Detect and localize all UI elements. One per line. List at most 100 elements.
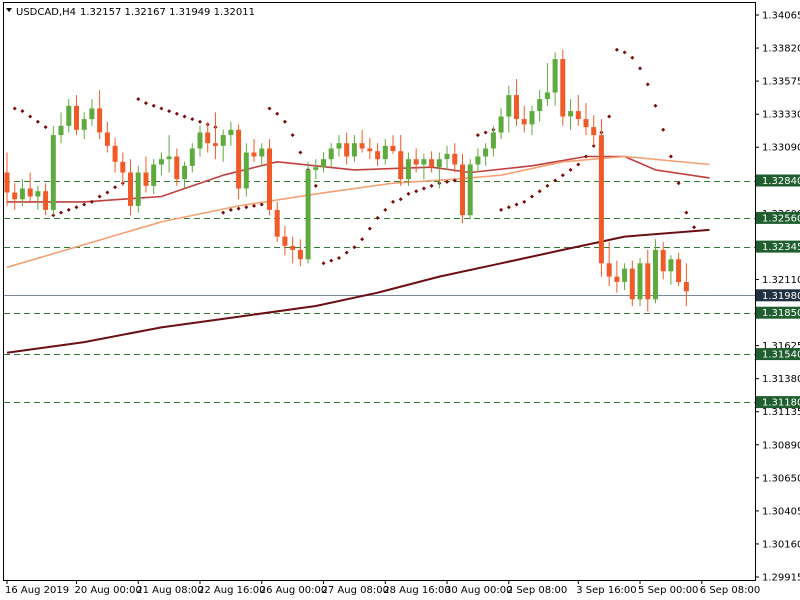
candle[interactable] bbox=[606, 241, 612, 286]
candle[interactable] bbox=[297, 239, 303, 266]
candle[interactable] bbox=[290, 236, 296, 264]
candle[interactable] bbox=[537, 89, 543, 122]
candle[interactable] bbox=[97, 89, 103, 140]
candle[interactable] bbox=[375, 143, 381, 166]
candle[interactable] bbox=[413, 148, 419, 173]
candle[interactable] bbox=[143, 156, 149, 193]
candle[interactable] bbox=[336, 135, 342, 157]
candle[interactable] bbox=[382, 139, 388, 165]
candle[interactable] bbox=[189, 143, 195, 173]
candle[interactable] bbox=[128, 159, 133, 216]
candle[interactable] bbox=[598, 119, 604, 277]
candle[interactable] bbox=[344, 132, 350, 165]
candle[interactable] bbox=[274, 201, 280, 242]
candle[interactable] bbox=[398, 135, 404, 186]
candle[interactable] bbox=[66, 99, 72, 133]
candle[interactable] bbox=[614, 260, 620, 293]
candle[interactable] bbox=[390, 135, 396, 154]
candle[interactable] bbox=[267, 139, 272, 216]
candle[interactable] bbox=[166, 135, 172, 173]
candle[interactable] bbox=[212, 112, 218, 160]
candle[interactable] bbox=[591, 115, 597, 146]
candle[interactable] bbox=[460, 153, 465, 224]
candle[interactable] bbox=[228, 121, 234, 146]
candle[interactable] bbox=[321, 152, 326, 173]
candle[interactable] bbox=[490, 125, 496, 157]
candle[interactable] bbox=[182, 161, 188, 189]
candle[interactable] bbox=[498, 108, 504, 140]
candle[interactable] bbox=[197, 125, 203, 157]
candle[interactable] bbox=[452, 143, 458, 173]
candle[interactable] bbox=[251, 139, 257, 162]
candle[interactable] bbox=[220, 129, 226, 162]
candle[interactable] bbox=[81, 112, 87, 140]
candle[interactable] bbox=[158, 152, 164, 176]
candle[interactable] bbox=[436, 152, 442, 189]
candle[interactable] bbox=[653, 239, 658, 304]
candle[interactable] bbox=[529, 105, 535, 136]
candle[interactable] bbox=[552, 52, 558, 106]
candle[interactable] bbox=[660, 241, 666, 280]
level-tag-1[interactable]: 1.32560 bbox=[756, 211, 800, 225]
candle[interactable] bbox=[475, 148, 481, 173]
candle[interactable] bbox=[405, 152, 411, 186]
candle[interactable] bbox=[629, 260, 635, 306]
candle[interactable] bbox=[351, 135, 357, 162]
candle[interactable] bbox=[367, 137, 373, 160]
candle[interactable] bbox=[575, 95, 581, 126]
candle[interactable] bbox=[74, 95, 79, 136]
candle[interactable] bbox=[421, 153, 427, 180]
candle[interactable] bbox=[328, 143, 334, 168]
candle[interactable] bbox=[313, 159, 319, 180]
level-tag-2[interactable]: 1.32345 bbox=[756, 240, 800, 254]
candle[interactable] bbox=[12, 183, 18, 210]
level-tag-4[interactable]: 1.31540 bbox=[756, 348, 800, 361]
candle[interactable] bbox=[622, 263, 628, 290]
candle[interactable] bbox=[89, 99, 95, 126]
candle[interactable] bbox=[50, 125, 56, 216]
candle[interactable] bbox=[467, 159, 473, 220]
candle[interactable] bbox=[27, 172, 33, 202]
level-tag-5[interactable]: 1.31180 bbox=[756, 396, 800, 409]
candle-body-bull bbox=[135, 172, 141, 206]
current-price-tag[interactable]: 1.31980 bbox=[756, 289, 800, 302]
candle[interactable] bbox=[444, 145, 450, 170]
candle[interactable] bbox=[544, 63, 550, 106]
dropdown-triangle-icon[interactable] bbox=[6, 8, 12, 12]
candle[interactable] bbox=[135, 165, 141, 213]
candle[interactable] bbox=[645, 249, 651, 312]
level-tag-3[interactable]: 1.31850 bbox=[756, 306, 800, 320]
candle[interactable] bbox=[637, 258, 643, 306]
candle[interactable] bbox=[514, 79, 519, 126]
candle[interactable] bbox=[236, 124, 242, 200]
candle[interactable] bbox=[4, 152, 10, 206]
candle[interactable] bbox=[676, 252, 682, 286]
candle[interactable] bbox=[112, 137, 118, 173]
candle[interactable] bbox=[683, 263, 689, 306]
candle[interactable] bbox=[429, 151, 435, 173]
candle[interactable] bbox=[282, 225, 288, 256]
candle[interactable] bbox=[506, 85, 512, 133]
candle[interactable] bbox=[19, 179, 25, 206]
candle[interactable] bbox=[668, 255, 674, 285]
candle[interactable] bbox=[104, 121, 110, 153]
candle[interactable] bbox=[521, 105, 527, 133]
candle[interactable] bbox=[35, 185, 41, 210]
candle[interactable] bbox=[43, 183, 49, 216]
level-tag-0[interactable]: 1.32840 bbox=[756, 174, 800, 188]
candle[interactable] bbox=[58, 112, 64, 144]
candle[interactable] bbox=[205, 121, 211, 153]
candle[interactable] bbox=[568, 99, 574, 130]
candle[interactable] bbox=[483, 143, 489, 166]
candle[interactable] bbox=[243, 143, 249, 197]
candle[interactable] bbox=[560, 49, 566, 126]
candle[interactable] bbox=[583, 103, 589, 136]
candle[interactable] bbox=[174, 148, 180, 186]
candle[interactable] bbox=[151, 159, 157, 194]
candle[interactable] bbox=[305, 161, 311, 264]
candle[interactable] bbox=[259, 143, 265, 166]
candle[interactable] bbox=[120, 152, 126, 186]
candle[interactable] bbox=[359, 129, 365, 153]
